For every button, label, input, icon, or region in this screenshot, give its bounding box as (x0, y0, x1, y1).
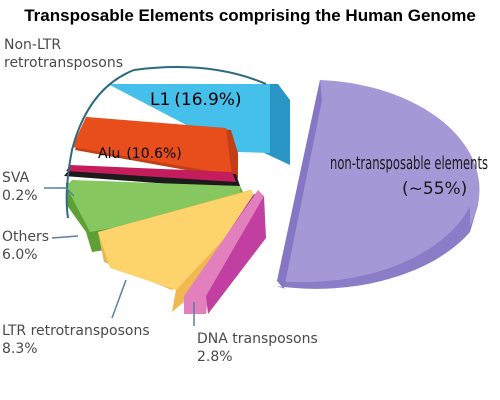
label-others-value: 6.0% (2, 247, 38, 263)
label-sva-name: SVA (2, 170, 30, 186)
label-l1-value: (16.9%) (174, 90, 241, 110)
group-label-line2: retrotransposons (4, 55, 123, 71)
label-non-transposable-line1: non-transposable elements (330, 153, 488, 174)
label-l1-name: L1 (150, 90, 170, 110)
label-alu-value: (10.6%) (126, 146, 181, 162)
leader-others (51, 235, 79, 239)
label-sva-value: 0.2% (2, 188, 38, 204)
leader-ltr (111, 279, 127, 319)
label-ltr-name: LTR retrotransposons (2, 323, 150, 339)
label-dna-name: DNA transposons (197, 331, 318, 347)
label-dna-value: 2.8% (197, 349, 233, 365)
slice-non-transposable (276, 80, 480, 289)
group-bracket (65, 66, 267, 219)
label-ltr-value: 8.3% (2, 341, 38, 357)
slice-dna (184, 190, 266, 314)
slice-alu (72, 117, 238, 178)
label-others-name: Others (2, 229, 49, 245)
chart-title: Transposable Elements comprising the Hum… (24, 6, 476, 25)
group-label-line1: Non-LTR (4, 37, 61, 53)
label-non-transposable-line2: (~55%) (402, 179, 467, 199)
label-alu: Alu (10.6%) (98, 146, 182, 162)
slice-sva (64, 165, 240, 189)
label-alu-name: Alu (98, 146, 120, 162)
label-l1: L1 (16.9%) (150, 90, 242, 110)
leader-sva (44, 187, 75, 197)
